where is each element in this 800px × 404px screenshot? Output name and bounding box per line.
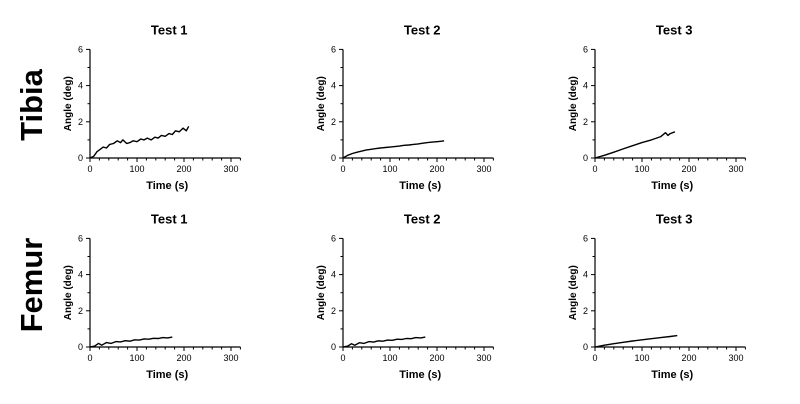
chart-1-y-label: Angle (deg) <box>63 76 74 131</box>
chart-4-series-1-line <box>89 336 173 348</box>
chart-6-x-tick-label: 0 <box>592 353 597 363</box>
chart-1-x-label: Time (s) <box>146 180 188 192</box>
chart-4-x-tick-label: 300 <box>223 353 238 363</box>
chart-5-x-label: Time (s) <box>399 369 441 381</box>
chart-2-x-tick-label: 200 <box>429 164 444 174</box>
chart-1-title: Test 1 <box>151 22 188 37</box>
chart-1-y-tick-label: 4 <box>78 81 83 91</box>
chart-6-x-tick-label: 100 <box>634 353 649 363</box>
chart-1-y-tick-label: 2 <box>78 117 83 127</box>
chart-2-y-tick-label: 4 <box>331 81 336 91</box>
chart-1-y-tick-label: 6 <box>78 44 83 54</box>
chart-4-x-tick-label: 100 <box>129 353 144 363</box>
chart-5-series-1-line <box>342 336 426 348</box>
chart-6-title: Test 3 <box>656 211 693 226</box>
chart-5-y-tick-label: 2 <box>331 306 336 316</box>
chart-4-y-tick-label: 6 <box>78 233 83 243</box>
chart-6-x-label: Time (s) <box>651 369 693 381</box>
chart-4-title: Test 1 <box>151 211 188 226</box>
chart-4-y-tick-label: 2 <box>78 306 83 316</box>
chart-5-x-tick-label: 200 <box>429 353 444 363</box>
chart-4-x-tick-label: 0 <box>87 353 92 363</box>
chart-4-y-label: Angle (deg) <box>63 265 74 320</box>
chart-3-y-label: Angle (deg) <box>568 76 579 131</box>
chart-5-x-tick-label: 300 <box>476 353 491 363</box>
chart-4-y-tick-label: 0 <box>78 342 83 352</box>
chart-2-x-tick-label: 100 <box>382 164 397 174</box>
chart-3-x-tick-label: 0 <box>592 164 597 174</box>
chart-3-x-tick-label: 300 <box>728 164 743 174</box>
chart-3-y-tick-label: 2 <box>583 117 588 127</box>
chart-6-series-1-line <box>594 334 678 348</box>
chart-5-x-tick-label: 100 <box>382 353 397 363</box>
chart-5-y-tick-label: 4 <box>331 270 336 280</box>
chart-2-series-1-line <box>342 140 445 159</box>
chart-4-x-tick-label: 200 <box>176 353 191 363</box>
chart-1-x-tick-label: 100 <box>129 164 144 174</box>
chart-3-x-label: Time (s) <box>651 180 693 192</box>
chart-1-x-tick-label: 300 <box>223 164 238 174</box>
chart-3-y-tick-label: 6 <box>583 44 588 54</box>
chart-3-x-tick-label: 100 <box>634 164 649 174</box>
chart-1-y-tick-label: 0 <box>78 153 83 163</box>
chart-3-x-tick-label: 200 <box>681 164 696 174</box>
chart-1-series-1-line <box>89 125 190 159</box>
chart-5-y-label: Angle (deg) <box>316 265 327 320</box>
chart-2-y-tick-label: 6 <box>331 44 336 54</box>
chart-6-y-label: Angle (deg) <box>568 265 579 320</box>
chart-3-series-1-line <box>594 131 676 159</box>
chart-5-y-tick-label: 0 <box>331 342 336 352</box>
chart-6-x-tick-label: 200 <box>681 353 696 363</box>
chart-2-y-label: Angle (deg) <box>316 76 327 131</box>
chart-6-y-tick-label: 4 <box>583 270 588 280</box>
chart-6-y-tick-label: 0 <box>583 342 588 352</box>
chart-3-title: Test 3 <box>656 22 693 37</box>
chart-4-y-tick-label: 4 <box>78 270 83 280</box>
chart-3-y-tick-label: 0 <box>583 153 588 163</box>
chart-6-y-tick-label: 6 <box>583 233 588 243</box>
chart-5-x-tick-label: 0 <box>340 353 345 363</box>
chart-6-y-tick-label: 2 <box>583 306 588 316</box>
chart-5-y-tick-label: 6 <box>331 233 336 243</box>
chart-2-title: Test 2 <box>404 22 441 37</box>
chart-2-y-tick-label: 2 <box>331 117 336 127</box>
chart-2-y-tick-label: 0 <box>331 153 336 163</box>
chart-6-x-tick-label: 300 <box>728 353 743 363</box>
chart-3-y-tick-label: 4 <box>583 81 588 91</box>
chart-2-x-tick-label: 0 <box>340 164 345 174</box>
chart-1-x-tick-label: 0 <box>87 164 92 174</box>
chart-2-x-tick-label: 300 <box>476 164 491 174</box>
chart-2-x-label: Time (s) <box>399 180 441 192</box>
chart-1-x-tick-label: 200 <box>176 164 191 174</box>
chart-4-x-label: Time (s) <box>146 369 188 381</box>
chart-5-title: Test 2 <box>404 211 441 226</box>
